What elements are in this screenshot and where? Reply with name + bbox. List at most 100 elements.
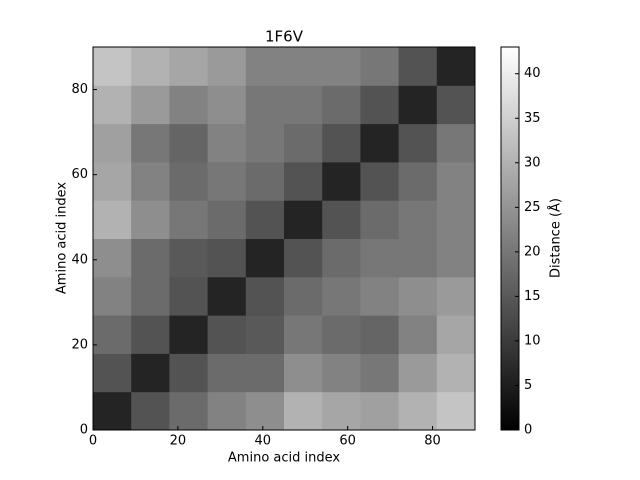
colorbar-tick-label: 25 — [524, 200, 541, 215]
heatmap-cell — [360, 276, 400, 316]
colorbar-tick-label: 40 — [524, 66, 541, 81]
y-tick-label: 80 — [71, 82, 88, 97]
heatmap-cell — [131, 391, 170, 431]
heatmap-cell — [360, 123, 400, 163]
colorbar-tick-label: 20 — [524, 244, 541, 259]
heatmap-cell — [169, 200, 209, 239]
heatmap-cell — [360, 315, 400, 354]
heatmap-cell — [398, 276, 438, 316]
x-tick-label: 40 — [255, 434, 272, 449]
heatmap-cell — [436, 85, 476, 125]
heatmap-cell — [93, 353, 132, 393]
x-tick-label: 80 — [424, 434, 441, 449]
colorbar-tick-label: 0 — [524, 423, 532, 438]
x-tick-label: 0 — [89, 434, 97, 449]
heatmap-cell — [322, 315, 361, 354]
x-axis-label: Amino acid index — [228, 451, 340, 466]
heatmap-cell — [436, 161, 476, 201]
heatmap-cell — [360, 200, 400, 239]
heatmap-cell — [93, 391, 132, 431]
heatmap-cell — [93, 315, 132, 354]
heatmap-cell — [322, 161, 361, 201]
heatmap-cell — [284, 353, 323, 393]
heatmap-cell — [245, 161, 285, 201]
heatmap-cell — [93, 123, 132, 163]
heatmap-cell — [245, 200, 285, 239]
heatmap-cell — [245, 85, 285, 125]
heatmap-cell — [436, 200, 476, 239]
heatmap-cell — [398, 391, 438, 431]
heatmap-cell — [398, 161, 438, 201]
heatmap-cell — [207, 123, 247, 163]
heatmap-cell — [93, 276, 132, 316]
colorbar-label: Distance (Å) — [548, 198, 564, 278]
colorbar-tick-label: 35 — [524, 111, 541, 126]
heatmap-cell — [245, 238, 285, 278]
heatmap-cell — [436, 238, 476, 278]
y-tick-label: 20 — [71, 337, 88, 352]
heatmap-cell — [245, 353, 285, 393]
x-tick-label: 60 — [339, 434, 356, 449]
heatmap-cell — [93, 85, 132, 125]
heatmap-cell — [360, 391, 400, 431]
heatmap-cell — [322, 85, 361, 125]
heatmap-cell — [398, 200, 438, 239]
heatmap-cell — [245, 276, 285, 316]
heatmap-cell — [284, 391, 323, 431]
heatmap-cell — [207, 200, 247, 239]
heatmap-cell — [131, 161, 170, 201]
heatmap-cell — [398, 47, 438, 86]
heatmap-cell — [131, 123, 170, 163]
heatmap-cell — [322, 353, 361, 393]
heatmap-cell — [284, 238, 323, 278]
heatmap-cell — [398, 353, 438, 393]
heatmap-cell — [245, 123, 285, 163]
heatmap-cell — [207, 276, 247, 316]
heatmap-cell — [398, 123, 438, 163]
heatmap-cell — [284, 47, 323, 86]
heatmap-cell — [207, 391, 247, 431]
colorbar-tick-label: 5 — [524, 378, 532, 393]
heatmap-cell — [284, 200, 323, 239]
heatmap-cell — [131, 47, 170, 86]
heatmap-cell — [436, 315, 476, 354]
heatmap-cell — [131, 353, 170, 393]
heatmap-cell — [360, 161, 400, 201]
heatmap-cell — [169, 85, 209, 125]
chart-title: 1F6V — [265, 28, 304, 46]
heatmap-cell — [360, 353, 400, 393]
heatmap-cell — [284, 123, 323, 163]
heatmap-cell — [322, 47, 361, 86]
heatmap-cell — [284, 276, 323, 316]
plot-frame — [92, 46, 476, 431]
heatmap-cell — [93, 161, 132, 201]
heatmap-cell — [322, 391, 361, 431]
heatmap-cell — [284, 315, 323, 354]
heatmap-cell — [169, 123, 209, 163]
heatmap-cell — [169, 238, 209, 278]
heatmap-cell — [169, 161, 209, 201]
x-tick-label: 20 — [170, 434, 187, 449]
heatmap-cell — [93, 47, 132, 86]
heatmap-cell — [169, 47, 209, 86]
heatmap-cell — [398, 238, 438, 278]
heatmap-cell — [284, 85, 323, 125]
heatmap-cell — [322, 238, 361, 278]
heatmap-cell — [207, 85, 247, 125]
heatmap-cell — [436, 353, 476, 393]
y-tick-label: 0 — [80, 423, 88, 438]
heatmap-cell — [131, 200, 170, 239]
heatmap-cell — [322, 200, 361, 239]
heatmap-cell — [436, 391, 476, 431]
heatmap-cell — [207, 315, 247, 354]
heatmap-cell — [169, 315, 209, 354]
colorbar-tick-label: 10 — [524, 333, 541, 348]
heatmap-cell — [436, 123, 476, 163]
y-tick-label: 40 — [71, 252, 88, 267]
heatmap-cell — [322, 123, 361, 163]
heatmap-cell — [360, 85, 400, 125]
colorbar — [500, 46, 520, 431]
heatmap-cell — [207, 47, 247, 86]
heatmap-cell — [436, 276, 476, 316]
